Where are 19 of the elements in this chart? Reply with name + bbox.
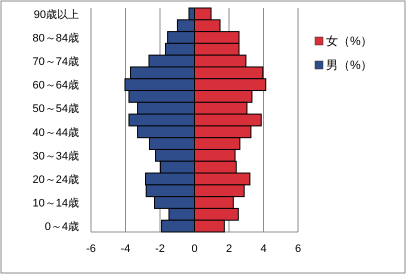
x-tick-label: 4 [260, 243, 267, 255]
legend-label: 女（%） [326, 34, 373, 48]
y-tick-label: 50～54歳 [32, 102, 79, 116]
y-tick-label: 80～84歳 [32, 31, 79, 44]
x-tick-label: 2 [226, 243, 232, 255]
y-tick-label: 90歳以上 [34, 8, 79, 21]
x-tick-label: -2 [155, 243, 165, 255]
y-tick-label: 40～44歳 [32, 126, 79, 139]
y-tick-label: 20～24歳 [32, 172, 79, 186]
x-tick-label: 0 [191, 243, 198, 255]
y-tick-label: 0～4歳 [44, 220, 79, 234]
x-tick-label: -6 [86, 243, 96, 255]
legend-label: 男（%） [326, 58, 373, 72]
y-tick-label: 70～74歳 [32, 55, 79, 68]
x-tick-label: 6 [294, 243, 302, 255]
y-tick-label: 60～64歳 [32, 78, 79, 92]
y-tick-label: 30～34歳 [32, 149, 79, 162]
x-tick-label: -4 [120, 243, 130, 255]
y-tick-label: 10～14歳 [32, 196, 79, 210]
